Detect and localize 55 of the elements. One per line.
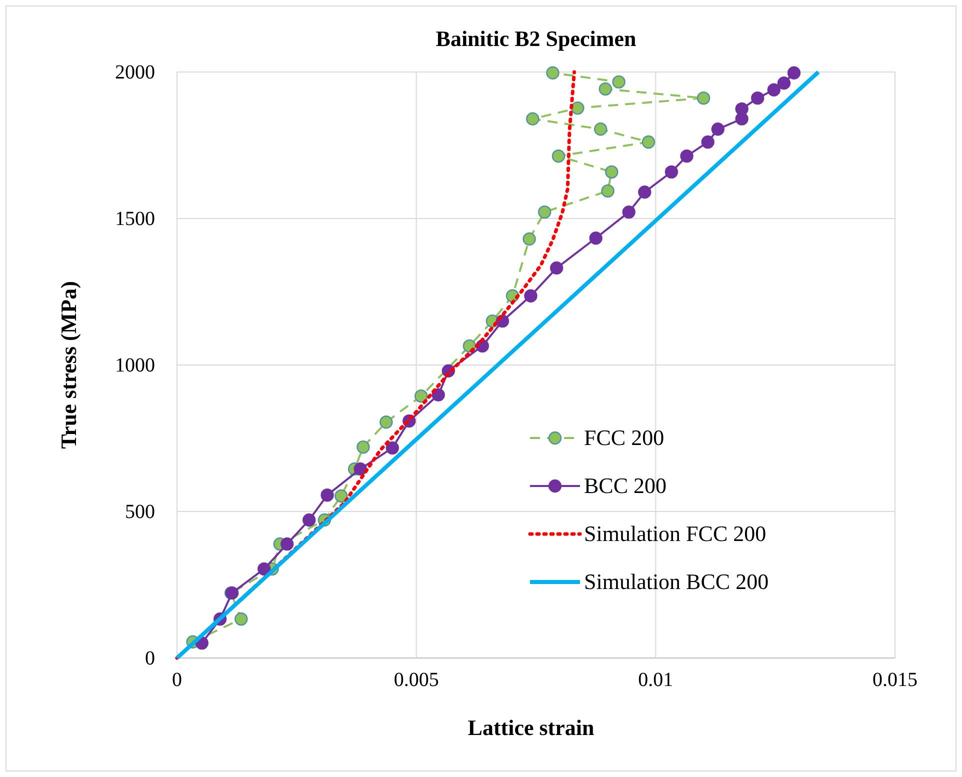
point [524, 289, 538, 302]
point [550, 261, 564, 275]
x-tick-label: 0.01 [638, 669, 674, 692]
point [767, 83, 780, 96]
x-tick-label: 0.015 [872, 669, 918, 692]
point [642, 135, 656, 149]
point [320, 488, 334, 502]
point [280, 537, 294, 551]
point [711, 122, 724, 136]
point [638, 186, 652, 199]
point [522, 232, 536, 246]
y-axis-title: True stress (MPa) [56, 281, 81, 449]
point [605, 165, 618, 179]
point [664, 165, 678, 179]
point [589, 232, 602, 245]
point [622, 205, 636, 219]
point [777, 76, 791, 90]
point [552, 149, 566, 163]
point [735, 102, 748, 116]
point [701, 135, 714, 149]
point [538, 205, 552, 219]
x-tick-label: 0 [172, 669, 182, 692]
y-tick-label: 0 [145, 647, 155, 670]
point [751, 91, 764, 105]
point [414, 389, 428, 403]
y-tick-label: 1500 [115, 208, 155, 230]
point [696, 91, 710, 105]
point [601, 184, 614, 198]
point [680, 149, 694, 163]
point [432, 388, 445, 402]
legend-label: Simulation BCC 200 [584, 569, 769, 594]
legend-label: FCC 200 [584, 425, 664, 450]
point [594, 122, 608, 136]
x-tick-label: 0.005 [394, 669, 439, 692]
point [526, 112, 540, 126]
point [787, 66, 801, 80]
point [234, 612, 248, 626]
point [598, 82, 612, 96]
point [571, 101, 584, 115]
point [546, 66, 560, 80]
point [612, 75, 626, 89]
point [302, 513, 316, 527]
y-tick-label: 500 [125, 500, 155, 523]
legend-label: Simulation FCC 200 [584, 521, 766, 546]
legend-label: BCC 200 [584, 473, 667, 498]
x-axis-title: Lattice strain [468, 715, 594, 740]
y-tick-label: 1000 [115, 354, 155, 376]
point [380, 416, 393, 429]
point [356, 440, 370, 454]
point [386, 441, 399, 455]
point [334, 489, 348, 503]
point [258, 562, 271, 576]
y-tick-label: 2000 [115, 61, 155, 84]
point [354, 462, 367, 476]
chart-title: Bainitic B2 Specimen [436, 26, 636, 51]
